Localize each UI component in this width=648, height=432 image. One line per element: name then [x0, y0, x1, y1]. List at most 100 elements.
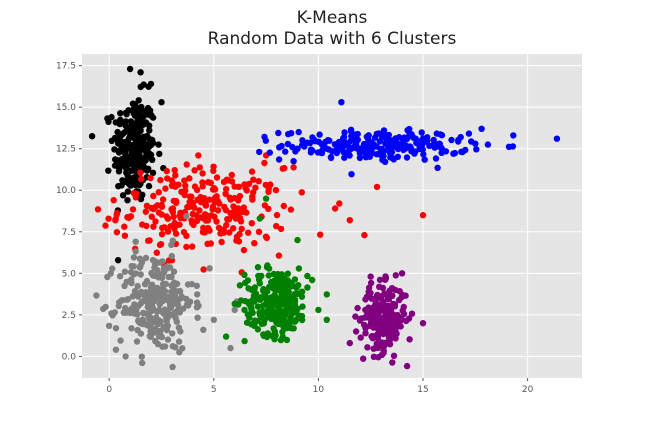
data-point: [364, 344, 371, 351]
data-point: [368, 150, 376, 157]
data-point: [262, 195, 270, 202]
data-point: [294, 145, 301, 152]
data-point: [164, 228, 172, 235]
data-point: [191, 167, 198, 174]
data-point: [173, 318, 180, 325]
data-point: [241, 271, 248, 278]
data-point: [323, 291, 330, 298]
data-point: [367, 289, 374, 297]
data-point: [290, 158, 297, 165]
data-point: [153, 249, 160, 256]
data-point: [194, 196, 201, 203]
data-point: [327, 153, 335, 161]
data-point: [211, 185, 218, 192]
data-point: [161, 224, 168, 231]
data-point: [172, 230, 180, 237]
data-point: [412, 135, 419, 142]
data-point: [113, 229, 121, 236]
data-point: [176, 287, 183, 295]
data-point: [459, 148, 466, 156]
data-point: [162, 185, 169, 192]
data-point: [312, 138, 319, 145]
data-point: [139, 359, 146, 367]
data-point: [505, 143, 513, 150]
data-point: [196, 207, 203, 214]
data-point: [175, 338, 183, 345]
data-point: [132, 163, 140, 170]
data-point: [336, 139, 343, 147]
data-point: [195, 152, 202, 159]
data-point: [362, 325, 369, 332]
data-point: [149, 256, 157, 264]
data-point: [262, 233, 270, 240]
data-point: [288, 311, 295, 318]
data-point: [130, 254, 138, 261]
data-point: [241, 337, 248, 345]
data-point: [451, 149, 459, 157]
data-point: [213, 218, 220, 225]
data-point: [129, 206, 137, 213]
data-point: [200, 266, 207, 273]
data-point: [394, 311, 401, 319]
data-point: [138, 298, 146, 305]
data-point: [154, 202, 161, 209]
data-point: [102, 222, 109, 229]
data-point: [230, 203, 237, 210]
data-point: [163, 265, 171, 272]
data-point: [398, 293, 405, 301]
data-point: [438, 149, 445, 156]
data-point: [282, 148, 289, 155]
data-point: [184, 281, 192, 288]
data-point: [265, 188, 272, 195]
data-point: [373, 183, 381, 191]
data-point: [177, 295, 184, 302]
data-point: [338, 99, 345, 106]
data-point: [256, 215, 263, 222]
data-point: [304, 272, 311, 280]
data-point: [121, 268, 129, 275]
data-point: [152, 218, 159, 225]
data-point: [375, 354, 382, 361]
data-point: [400, 137, 407, 144]
data-point: [188, 217, 195, 224]
data-point: [163, 167, 170, 175]
data-point: [155, 189, 162, 196]
data-point: [93, 292, 100, 299]
data-point: [222, 206, 230, 214]
data-point: [147, 151, 155, 158]
data-point: [354, 304, 361, 312]
data-point: [374, 291, 381, 299]
data-point: [387, 154, 394, 161]
data-point: [159, 292, 167, 299]
data-point: [105, 215, 112, 222]
data-point: [255, 276, 263, 283]
data-point: [289, 282, 296, 289]
data-point: [169, 343, 176, 350]
data-point: [418, 129, 425, 136]
data-point: [201, 200, 208, 207]
data-point: [298, 293, 306, 300]
y-tick-label: 0.0: [62, 352, 77, 362]
data-point: [127, 213, 135, 220]
data-point: [472, 140, 479, 147]
data-point: [156, 259, 164, 266]
data-point: [181, 191, 188, 199]
data-point: [250, 176, 257, 183]
data-point: [105, 322, 113, 329]
data-point: [276, 144, 283, 151]
data-point: [273, 222, 280, 230]
data-point: [119, 297, 126, 304]
data-point: [295, 265, 303, 272]
data-point: [267, 181, 274, 188]
data-point: [114, 128, 121, 136]
data-point: [389, 292, 396, 299]
data-point: [248, 168, 256, 175]
data-point: [133, 304, 141, 311]
data-point: [408, 310, 416, 317]
x-tick-label: 0: [106, 385, 112, 395]
data-point: [194, 314, 201, 321]
data-point: [142, 208, 149, 215]
data-point: [448, 136, 455, 144]
data-point: [269, 332, 276, 339]
data-point: [288, 325, 295, 332]
